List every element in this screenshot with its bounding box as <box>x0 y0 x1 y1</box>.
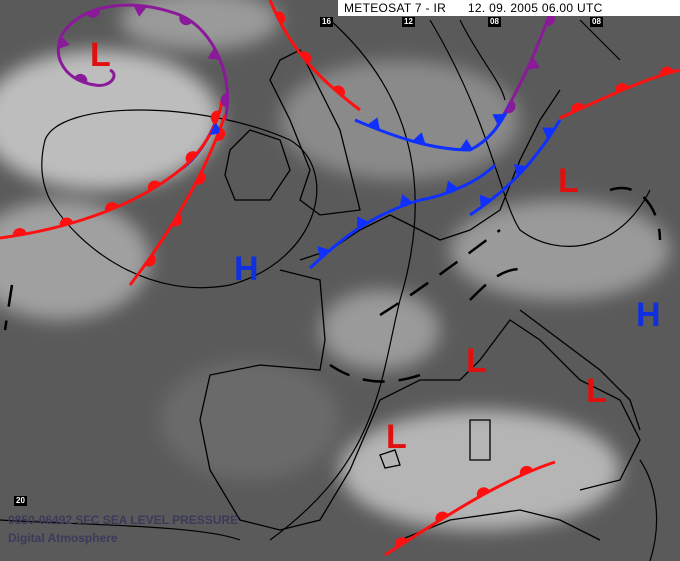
warm-front-semicircle <box>299 51 312 64</box>
warm-front-semicircle <box>220 93 228 108</box>
front-symbols <box>12 5 674 549</box>
cold-front-triangle <box>513 164 527 177</box>
isobars <box>0 19 658 561</box>
warm-front-semicircle <box>394 537 408 549</box>
warm-front-semicircle <box>615 83 629 93</box>
warm-front-semicircle <box>660 66 674 76</box>
cold-front-triangle <box>527 56 540 70</box>
low-pressure-label: L <box>90 36 111 74</box>
warm-front-semicircle <box>86 8 100 18</box>
cold-front-triangle <box>357 216 369 230</box>
warm-front-semicircle <box>59 217 74 227</box>
longitude-label: 08 <box>488 17 501 27</box>
warm-front-semicircle <box>505 99 516 114</box>
low-pressure-label: L <box>466 342 487 380</box>
cold-front-triangle <box>317 246 331 260</box>
warm-front-semicircle <box>147 180 161 192</box>
warm-front-semicircle <box>171 213 183 227</box>
cold-front <box>308 163 497 270</box>
timestamp: 12. 09. 2005 06.00 UTC <box>467 1 603 15</box>
cold-front-triangle <box>492 114 506 126</box>
latitude-label: 20 <box>14 496 27 506</box>
cold-front-triangle <box>479 194 492 208</box>
warm-front-semicircle <box>105 202 119 212</box>
warm-front-semicircle <box>571 102 585 113</box>
warm-front-semicircle <box>215 127 226 141</box>
occluded-front <box>56 3 230 121</box>
satellite-title: METEOSAT 7 - IR <box>344 1 447 15</box>
cold-front-triangle <box>366 117 380 131</box>
image-header: METEOSAT 7 - IR 12. 09. 2005 06.00 UTC <box>338 0 680 16</box>
source-credit: Digital Atmosphere <box>8 531 118 545</box>
warm-front-semicircle <box>435 511 449 523</box>
cold-front-triangle <box>399 194 413 207</box>
coastlines <box>199 49 641 541</box>
high-pressure-label: H <box>636 296 661 334</box>
cloud-cover <box>0 0 670 530</box>
cold-front-triangle <box>207 47 221 61</box>
cold-front-triangle <box>459 138 474 151</box>
warm-front-semicircle <box>179 14 193 26</box>
low-pressure-label: L <box>558 162 579 200</box>
low-pressure-label: L <box>586 372 607 410</box>
warm-front-semicircle <box>73 73 88 84</box>
warm-front-semicircle <box>275 11 286 25</box>
warm-front-semicircle <box>519 465 534 476</box>
warm-front-semicircle <box>185 151 198 164</box>
warm-front <box>559 68 680 120</box>
cold-front-triangle <box>542 127 556 140</box>
cold-front-triangle <box>412 132 426 145</box>
longitude-label: 16 <box>320 17 333 27</box>
warm-front <box>384 460 556 557</box>
cold-front-triangle <box>445 180 459 194</box>
warm-front-semicircle <box>144 253 156 267</box>
warm-front-semicircle <box>332 85 345 98</box>
longitude-label: 08 <box>590 17 603 27</box>
cold-front-triangle <box>133 5 148 17</box>
chart-product-label: 0850-06492 SFC SEA LEVEL PRESSURE <box>8 513 239 527</box>
low-pressure-label: L <box>386 418 407 456</box>
warm-front-semicircle <box>12 228 27 237</box>
warm-front-semicircle <box>210 110 221 125</box>
longitude-label: 12 <box>402 17 415 27</box>
high-pressure-label: H <box>234 250 259 288</box>
warm-front-semicircle <box>476 487 490 498</box>
cold-front-triangle <box>57 35 70 50</box>
troughs <box>3 186 662 383</box>
warm-front-semicircle <box>195 171 206 185</box>
